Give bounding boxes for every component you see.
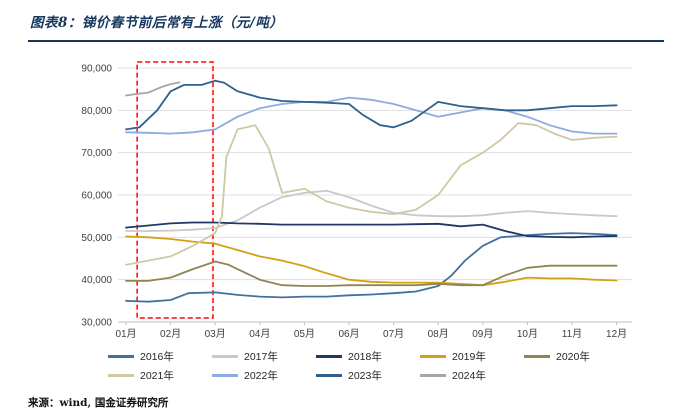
legend-swatch: [212, 374, 238, 377]
y-axis-label: 40,000: [81, 275, 112, 286]
spring-festival-highlight-box: [136, 61, 214, 319]
x-axis-label: 10月: [517, 328, 538, 340]
x-axis-label: 11月: [562, 328, 582, 340]
legend-item-2023年: 2023年: [316, 368, 420, 383]
legend-item-2016年: 2016年: [108, 349, 212, 364]
chart-svg: 30,000 40,000 50,000 60,000 70,000 80,000 90,0…: [81, 61, 632, 340]
x-axis-label: 03月: [205, 328, 226, 340]
series-line-2018年: [125, 221, 618, 239]
legend-item-2018年: 2018年: [316, 349, 420, 364]
legend-item-2020年: 2020年: [524, 349, 628, 364]
legend-swatch: [316, 355, 342, 358]
legend-label: 2020年: [556, 351, 590, 363]
legend-label: 2021年: [140, 370, 174, 382]
series-line-2016年: [125, 232, 618, 303]
x-axis-label: 02月: [160, 328, 181, 340]
x-axis-label: 01月: [115, 328, 136, 340]
legend-label: 2018年: [348, 351, 382, 363]
series-line-2017年: [125, 189, 618, 232]
legend-label: 2024年: [452, 370, 486, 382]
y-axis-label: 80,000: [81, 106, 112, 117]
y-axis-label: 30,000: [81, 318, 112, 329]
legend-item-2019年: 2019年: [420, 349, 524, 364]
x-axis-label: 07月: [383, 328, 404, 340]
legend-item-2021年: 2021年: [108, 368, 212, 383]
legend-label: 2023年: [348, 370, 382, 382]
series-line-2020年: [125, 260, 618, 287]
legend-label: 2022年: [244, 370, 278, 382]
x-axis-label: 06月: [338, 328, 359, 340]
title-divider: [28, 40, 664, 42]
y-axis-label: 60,000: [81, 191, 112, 202]
x-axis-label: 12月: [606, 328, 627, 340]
x-axis-label: 04月: [249, 328, 270, 340]
y-axis-label: 50,000: [81, 233, 112, 244]
legend-swatch: [108, 355, 134, 358]
x-axis-label: 05月: [294, 328, 315, 340]
legend-item-2024年: 2024年: [420, 368, 524, 383]
legend-swatch: [524, 355, 550, 358]
legend-item-2017年: 2017年: [212, 349, 316, 364]
legend-swatch: [316, 374, 342, 377]
legend-row: 2016年 2017年 2018年 2019年 2020年: [108, 349, 628, 364]
source-note: 来源：wind, 国金证券研究所: [28, 397, 169, 409]
y-axis-label: 70,000: [81, 148, 112, 159]
legend-label: 2019年: [452, 351, 486, 363]
series-line-2024年: [125, 81, 181, 97]
legend-label: 2017年: [244, 351, 278, 363]
legend-swatch: [212, 355, 238, 358]
series-line-2023年: [125, 79, 618, 131]
series-line-2022年: [125, 96, 618, 135]
y-axis-label: 90,000: [81, 64, 112, 75]
x-axis-label: 08月: [428, 328, 449, 340]
legend-swatch: [420, 355, 446, 358]
legend-row: 2021年 2022年 2023年 2024年: [108, 368, 628, 383]
figure-title: 图表8：锑价春节前后常有上涨（元/吨）: [30, 15, 284, 31]
legend-item-2022年: 2022年: [212, 368, 316, 383]
chart-legend: 2016年 2017年 2018年 2019年 2020年 2021年 2022年 2023年…: [108, 349, 628, 383]
series-line-2021年: [125, 122, 618, 266]
legend-swatch: [108, 374, 134, 377]
x-axis-label: 09月: [472, 328, 493, 340]
series-line-2019年: [125, 235, 618, 287]
legend-swatch: [420, 374, 446, 377]
legend-label: 2016年: [140, 351, 174, 363]
